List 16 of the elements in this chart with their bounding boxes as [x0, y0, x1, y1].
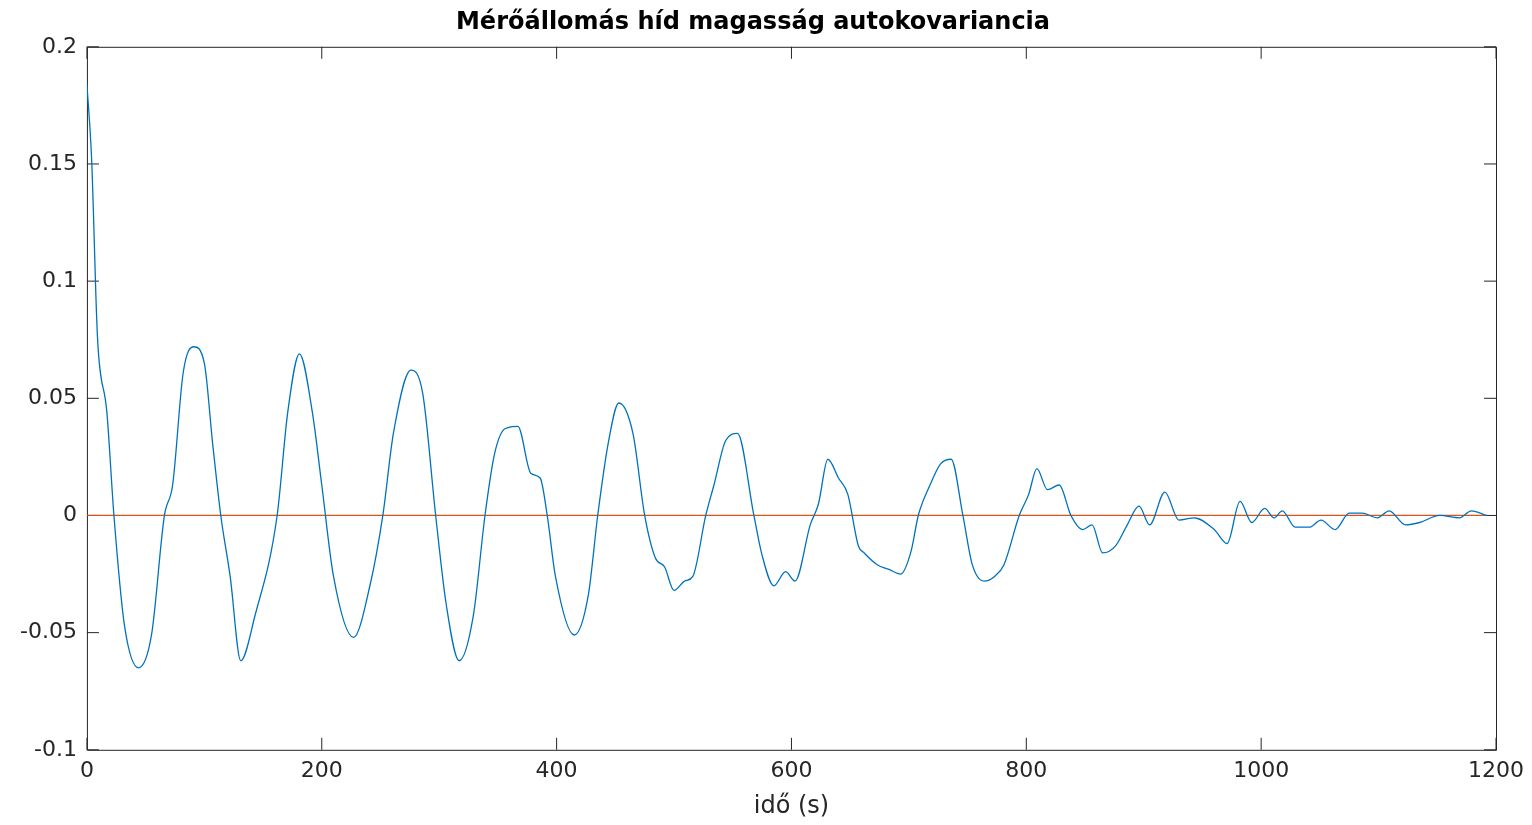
y-tick-label: 0.05	[27, 384, 77, 410]
y-tick-label: 0.15	[27, 149, 77, 175]
y-tick-label: 0.1	[41, 266, 77, 292]
y-tick-label: 0	[62, 501, 77, 527]
x-tick-label: 1000	[1233, 756, 1290, 782]
x-axis-title: idő (s)	[753, 790, 830, 819]
x-tick-label: 600	[770, 756, 813, 782]
x-tick-label: 200	[300, 756, 343, 782]
x-tick-label: 0	[79, 756, 94, 782]
y-tick-label: 0.2	[41, 32, 77, 58]
x-tick-label: 400	[535, 756, 578, 782]
x-tick-label: 1200	[1468, 756, 1524, 782]
chart-title: Mérőállomás híd magasság autokovariancia	[455, 6, 1051, 35]
y-tick-label: -0.1	[33, 735, 77, 761]
x-tick-label: 800	[1005, 756, 1048, 782]
y-tick-label: -0.05	[19, 618, 77, 644]
